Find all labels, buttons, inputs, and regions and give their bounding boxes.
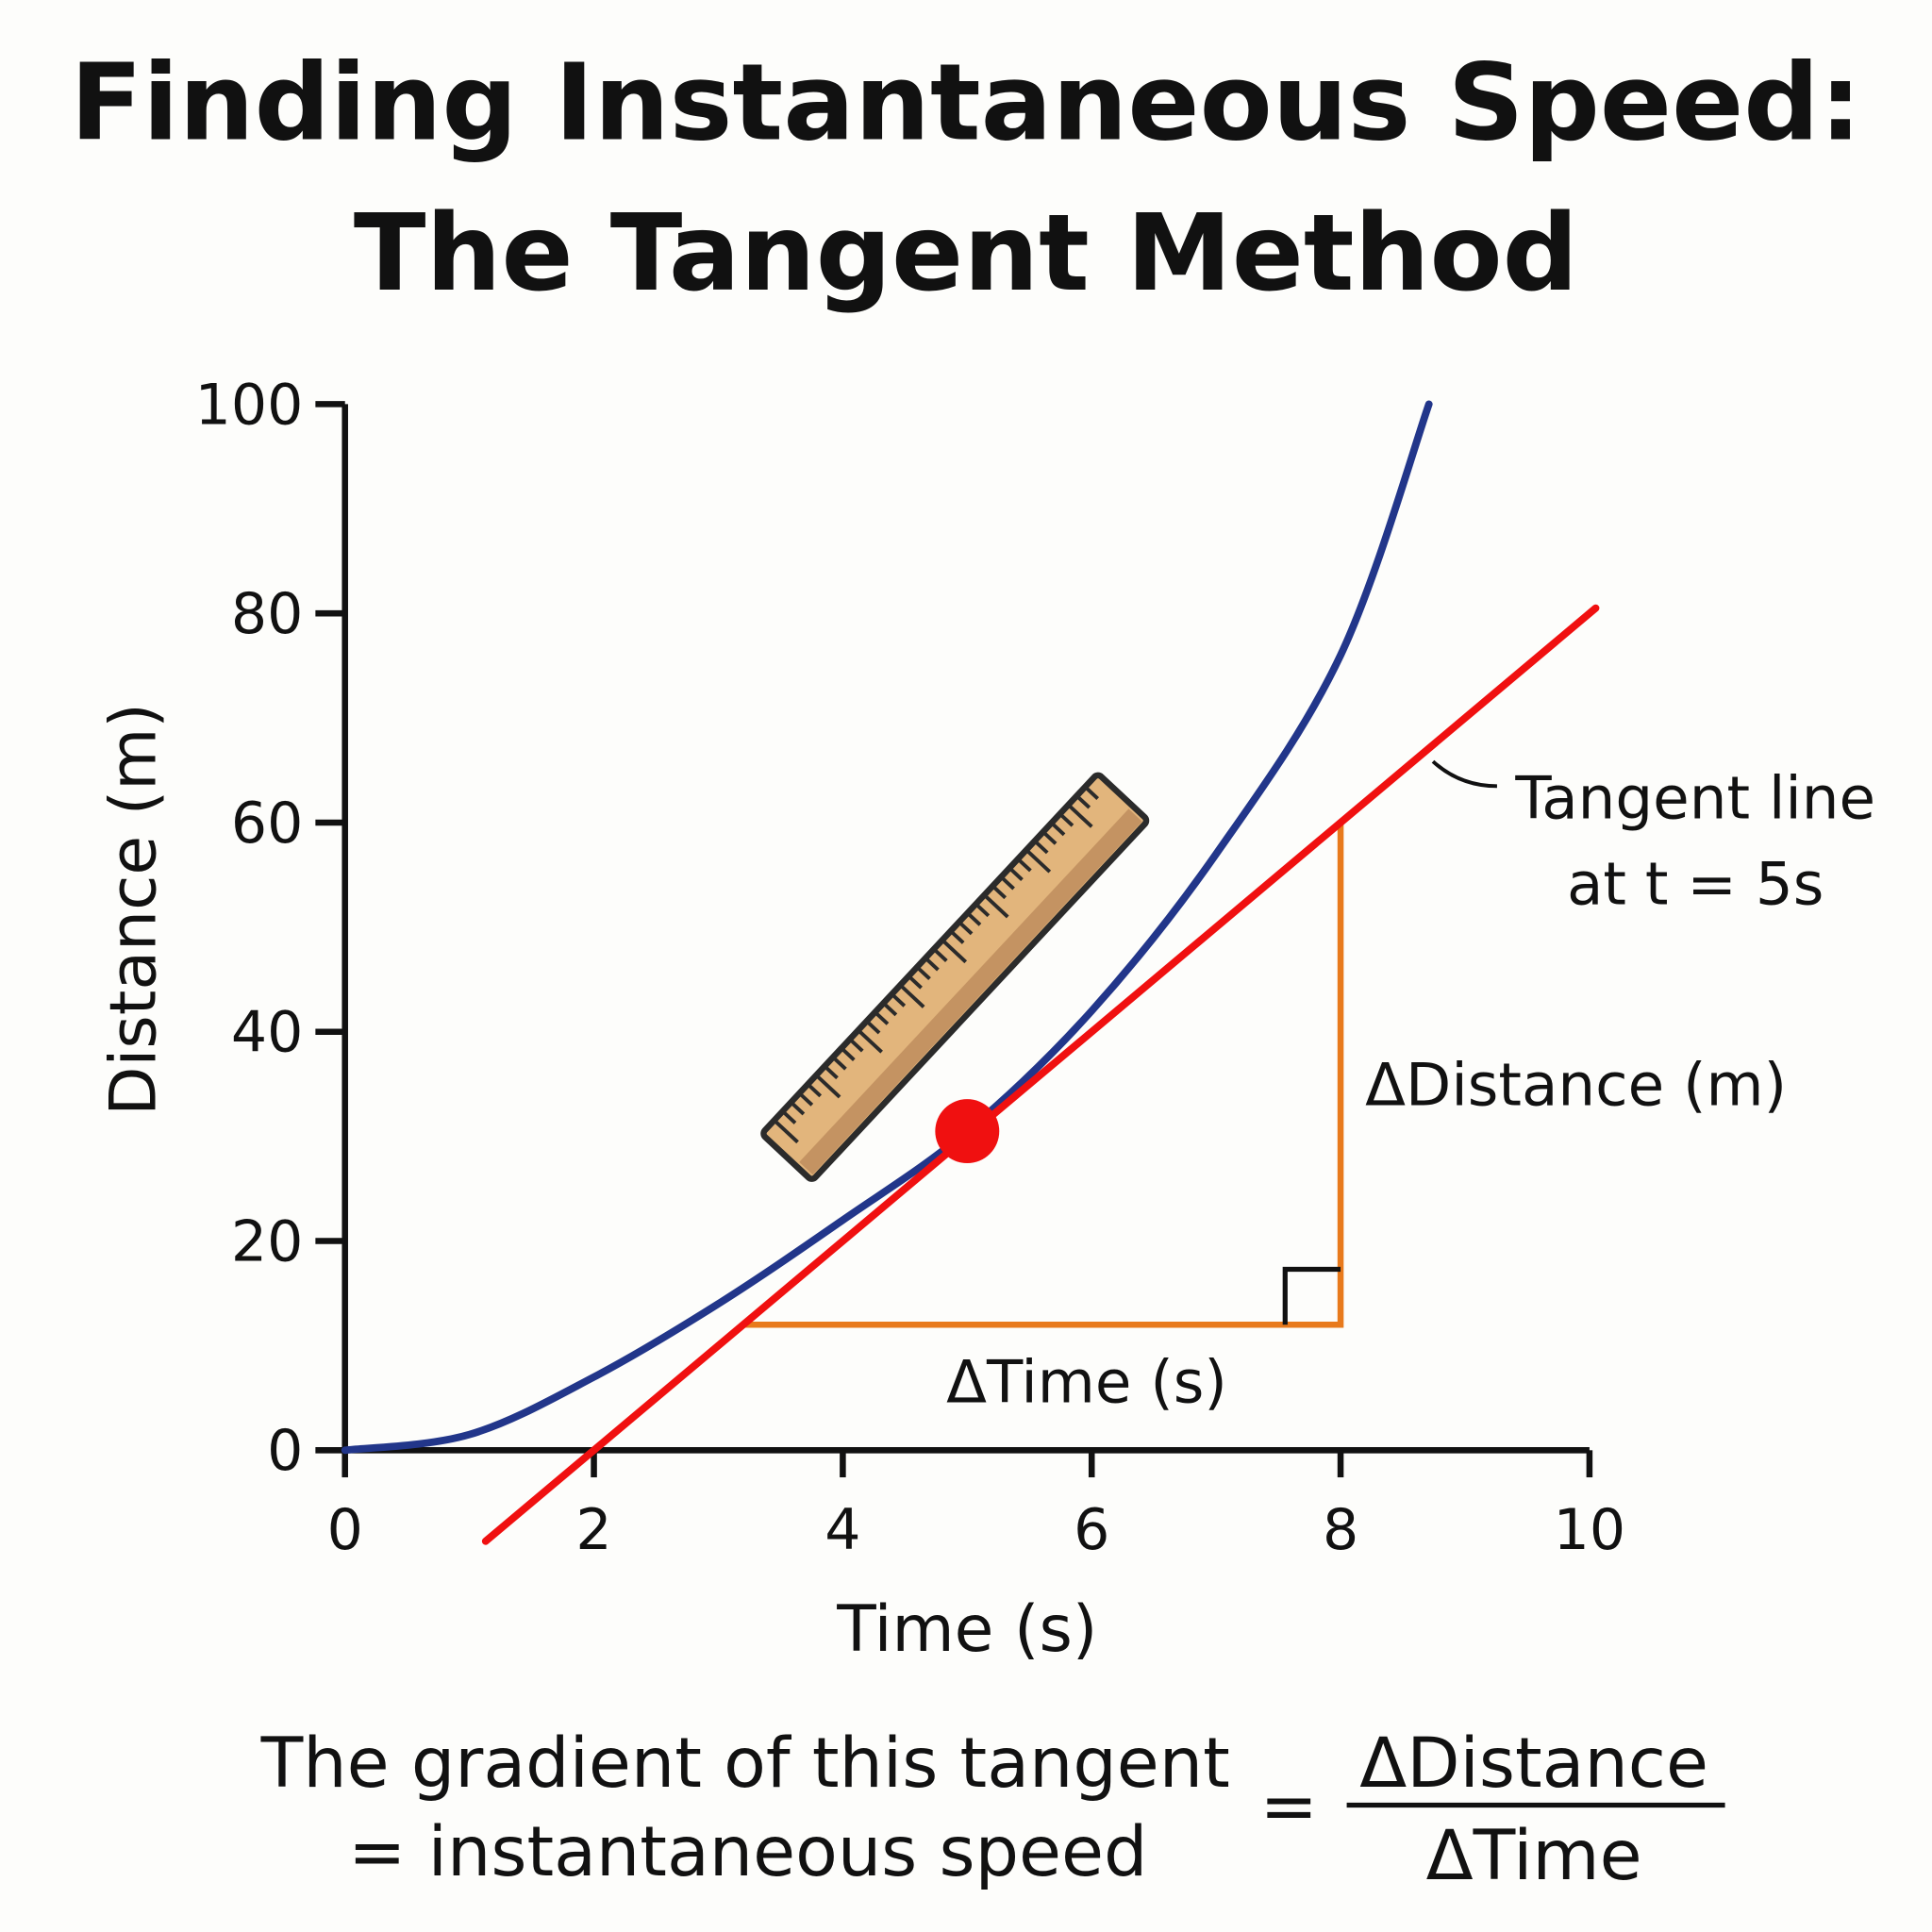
ruler-tick <box>907 974 923 990</box>
tangent-label-pointer <box>1431 759 1497 789</box>
ruler-tick <box>924 957 940 972</box>
footer-numerator: ΔDistance <box>1359 1724 1708 1804</box>
ruler-tick <box>848 1038 864 1053</box>
ruler-tick <box>949 929 965 944</box>
ruler-tick <box>1008 866 1024 881</box>
ruler-tick <box>1016 858 1032 873</box>
ruler-tick <box>991 884 1008 900</box>
ruler-tick <box>891 992 907 1008</box>
x-tick-label: 0 <box>327 1497 363 1563</box>
title-line2: The Tangent Method <box>354 192 1578 315</box>
y-tick-label: 0 <box>267 1418 303 1484</box>
y-tick-label: 20 <box>231 1208 303 1274</box>
ruler-tick <box>1033 839 1049 855</box>
x-tick-label: 10 <box>1554 1497 1625 1563</box>
ruler-tick <box>882 1001 898 1017</box>
footer-line1: The gradient of this tangent <box>260 1724 1230 1804</box>
tangent-label-line2: at t = 5s <box>1567 850 1824 919</box>
ruler-tick <box>857 1028 883 1054</box>
ruler-tick <box>790 1100 806 1116</box>
tangent-line <box>481 604 1600 1545</box>
ruler-tick <box>974 902 991 918</box>
distance-curve <box>341 400 1433 1455</box>
y-tick-label: 40 <box>231 1000 303 1066</box>
ruler-tick <box>1041 830 1058 845</box>
ruler-tick <box>1067 803 1093 828</box>
ruler-tick <box>840 1046 856 1062</box>
ruler-tick <box>1075 794 1091 809</box>
footer-line2: = instantaneous speed <box>348 1812 1147 1892</box>
axes <box>341 404 1590 1455</box>
x-tick-label: 6 <box>1074 1497 1109 1563</box>
delta-triangle-legs <box>742 822 1344 1328</box>
ruler-tick <box>941 939 968 964</box>
ruler-tick <box>1083 785 1100 800</box>
ruler-tick <box>999 875 1015 891</box>
tangent-point <box>935 1099 1000 1164</box>
ruler-tick <box>983 893 1009 919</box>
ruler-tick <box>966 911 982 926</box>
ruler-tick <box>898 983 925 1008</box>
y-tick-label: 100 <box>195 372 304 438</box>
y-tick-label: 80 <box>231 581 303 647</box>
ruler-tick <box>1050 821 1066 837</box>
x-tick-label: 2 <box>575 1497 611 1563</box>
ruler-tick <box>798 1091 814 1107</box>
footer-equals: = <box>1260 1767 1318 1847</box>
ruler-tick <box>865 1020 881 1035</box>
ruler-tick <box>773 1119 799 1144</box>
ruler-tick <box>823 1064 839 1080</box>
ruler-tick <box>1024 848 1052 874</box>
title-line1: Finding Instantaneous Speed: <box>70 42 1861 165</box>
ruler-tick <box>874 1010 890 1025</box>
delta-time-label: ΔTime (s) <box>946 1347 1227 1416</box>
y-axis-label: Distance (m) <box>97 703 172 1116</box>
ruler-tick <box>781 1109 797 1124</box>
x-axis-label: Time (s) <box>836 1592 1097 1667</box>
delta-distance-label: ΔDistance (m) <box>1365 1051 1787 1120</box>
ruler-tick <box>1058 812 1074 827</box>
tangent-label-line1: Tangent line <box>1514 763 1875 832</box>
ruler-tick <box>806 1082 823 1098</box>
ruler-tick <box>831 1056 847 1071</box>
x-tick-label: 8 <box>1323 1497 1358 1563</box>
y-tick-label: 60 <box>231 791 303 857</box>
ruler-icon <box>760 772 1150 1182</box>
ruler-tick <box>958 920 974 936</box>
x-tick-label: 4 <box>824 1497 860 1563</box>
footer-denominator: ΔTime <box>1426 1816 1642 1896</box>
ruler-tick <box>814 1074 841 1099</box>
ruler-tick <box>932 947 948 962</box>
ruler-tick <box>915 965 931 981</box>
right-angle-marker <box>1282 1266 1341 1325</box>
delta-triangle <box>742 822 1344 1328</box>
